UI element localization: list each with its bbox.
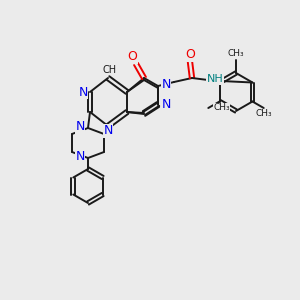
Text: CH₃: CH₃ [255, 110, 272, 118]
Text: N: N [103, 124, 113, 137]
Text: N: N [161, 77, 171, 91]
Text: N: N [161, 98, 171, 110]
Text: N: N [75, 121, 85, 134]
Text: O: O [127, 50, 137, 64]
Text: CH: CH [103, 65, 117, 75]
Text: NH: NH [207, 74, 224, 84]
Text: N: N [78, 85, 88, 98]
Text: O: O [185, 49, 195, 62]
Text: N: N [75, 151, 85, 164]
Text: CH₃: CH₃ [213, 103, 230, 112]
Text: CH₃: CH₃ [228, 50, 244, 58]
